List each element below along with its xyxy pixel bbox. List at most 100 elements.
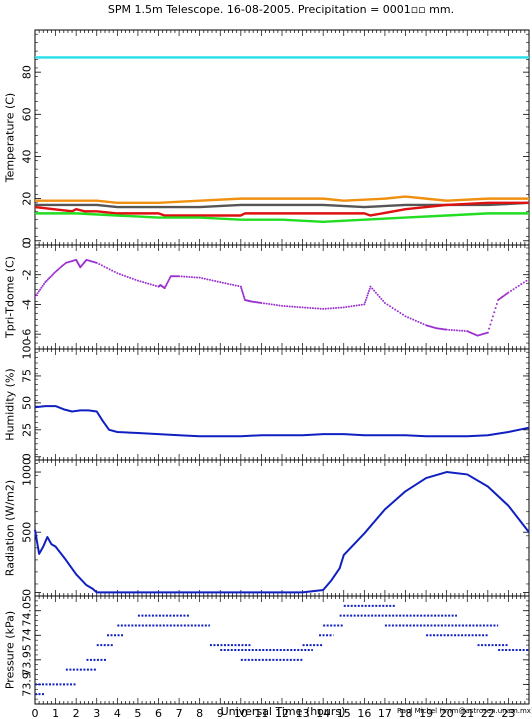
data-point [208,278,211,281]
data-point [219,281,222,284]
y-tick-label: 50 [21,396,34,410]
data-point [50,274,53,277]
data-point [206,278,209,281]
y-tick-label: 0 [21,237,34,244]
data-point [353,304,356,307]
y-tick-label: 60 [21,107,34,121]
credit-text: Raul Michel (rmm@astrosen.unam.mx) [397,707,532,715]
x-tick-label: 1 [52,707,59,719]
radiation-line [34,471,530,594]
data-point [239,285,242,288]
plot-frame [34,348,530,461]
data-point [49,275,52,278]
data-point [118,273,121,276]
radiation-panel: 0 500 1000 Radiation (W/m2) [4,458,530,597]
y-tick-label: 500 [21,522,34,543]
y-tick-label: 80 [21,65,34,79]
data-point [165,282,168,285]
data-point [314,307,317,310]
green-temp-line [35,212,529,224]
data-point [41,284,44,287]
y-tick-label: 74.05 [21,595,34,627]
y-tick-label: 73.9 [21,672,34,697]
data-point [260,301,263,304]
data-point [149,283,152,286]
data-point [124,275,127,278]
x-tick-label: 23 [501,707,515,719]
data-point [382,299,385,302]
data-point [234,284,237,287]
x-tick-label: 12 [275,707,289,719]
data-point [495,303,498,306]
data-point [364,298,367,301]
data-point [214,280,217,283]
y-tick-label: 40 [21,149,34,163]
x-tick-label: 8 [196,707,203,719]
data-point [144,281,147,284]
data-point [461,329,464,332]
plot-frame [34,459,530,597]
data-point [417,320,420,323]
data-point [507,291,510,294]
x-tick-label: 11 [254,707,268,719]
x-tick-label: 22 [481,707,495,719]
data-point [241,292,244,295]
data-point [337,306,340,309]
y-tick-label: 100 [21,339,34,360]
x-axis-label: Universal Time (hours) [221,705,346,718]
data-point [193,276,196,279]
data-point [196,276,199,279]
data-point [165,284,168,287]
data-point [296,306,299,309]
data-point [365,296,368,299]
data-point [163,287,166,290]
pressure-steps [35,604,529,696]
data-point [345,306,348,309]
data-point [515,286,518,289]
data-point [399,311,402,314]
data-point [364,301,367,304]
data-point [396,310,399,313]
plot-frame [34,595,530,705]
data-point [232,283,235,286]
data-point [306,306,309,309]
data-point [368,287,371,290]
x-tick-label: 20 [440,707,454,719]
data-point [48,277,51,280]
data-point [113,270,116,273]
y-axis-label: Radiation (W/m2) [4,480,17,576]
data-point [265,302,268,305]
data-point [142,281,145,284]
data-point [324,307,327,310]
x-tick-label: 4 [114,707,121,719]
data-point [243,297,246,300]
data-point [188,275,191,278]
x-tick-label: 9 [217,707,224,719]
data-point [367,290,370,293]
x-tick-label: 18 [399,707,413,719]
data-point [329,307,332,310]
y-tick-label: 1000 [21,458,34,486]
data-point [322,307,325,310]
data-point [262,302,265,305]
data-point [147,282,150,285]
data-point [129,276,132,279]
data-point [301,306,304,309]
data-point [37,290,40,293]
data-point [154,284,157,287]
data-point [378,295,381,298]
x-tick-label: 10 [234,707,248,719]
data-point [422,323,425,326]
data-point [35,294,38,297]
data-point [293,305,296,308]
data-point [168,278,171,281]
data-point [34,296,36,298]
y-axis-label: Temperature (C) [4,93,17,183]
data-point [389,305,392,308]
data-point [409,317,412,320]
data-point [311,307,314,310]
x-tick-label: 13 [296,707,310,719]
data-point [53,272,56,275]
data-point [183,275,186,278]
